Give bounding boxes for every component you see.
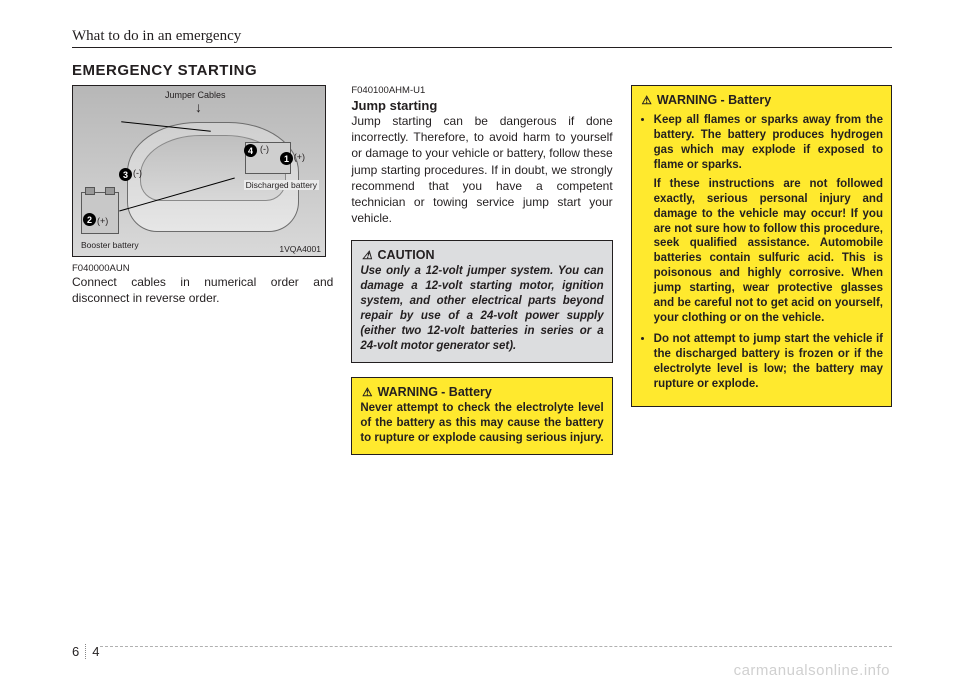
footer-dotted-rule [100, 646, 892, 647]
header-rule [72, 47, 892, 48]
warning-bullet-1: Keep all flames or sparks away from the … [654, 113, 883, 326]
warning-subtitle-2: - Battery [720, 93, 771, 107]
page-number: 6 4 [72, 644, 99, 659]
warning-icon: ⚠ [360, 386, 374, 401]
paragraph-code-2: F040100AHM-U1 [351, 85, 612, 96]
column-2: F040100AHM-U1 Jump starting Jump startin… [351, 85, 612, 455]
column-1: Jumper Cables ↓ 1 2 3 4 (+) (+) (-) (-) … [72, 85, 333, 455]
caution-box: ⚠ CAUTION Use only a 12-volt jumper syst… [351, 240, 612, 363]
step-badge-2: 2 [83, 213, 96, 226]
booster-label: Booster battery [81, 240, 139, 250]
vehicle-hood [127, 122, 299, 232]
polarity-3: (-) [133, 168, 142, 178]
subhead-jump-starting: Jump starting [351, 98, 612, 113]
warning-bullet-1a: Keep all flames or sparks away from the … [654, 114, 883, 171]
polarity-2: (+) [97, 216, 108, 226]
section-title: EMERGENCY STARTING [72, 62, 892, 79]
step-badge-3: 3 [119, 168, 132, 181]
warning-title-2: WARNING [657, 93, 717, 107]
page-number-page: 4 [85, 644, 99, 659]
caution-text: Use only a 12-volt jumper system. You ca… [360, 264, 603, 354]
warning-subtitle-1: - Battery [441, 385, 492, 399]
paragraph-1: Connect cables in numerical order and di… [72, 274, 333, 306]
warning-title-1: WARNING [378, 385, 438, 399]
discharged-label: Discharged battery [244, 180, 319, 190]
page-number-section: 6 [72, 644, 79, 659]
warning-box-large: ⚠ WARNING - Battery Keep all flames or s… [631, 85, 892, 407]
warning-bullet-1b: If these instructions are not followed e… [654, 177, 883, 326]
warning-bullet-2: Do not attempt to jump start the vehicle… [654, 332, 883, 392]
step-badge-1: 1 [280, 152, 293, 165]
paragraph-code-1: F040000AUN [72, 263, 333, 274]
figure-code: 1VQA4001 [279, 244, 321, 254]
caution-title: CAUTION [378, 248, 435, 262]
polarity-4: (-) [260, 144, 269, 154]
paragraph-2: Jump starting can be dangerous if done i… [351, 113, 612, 226]
warning-text-1: Never attempt to check the electrolyte l… [360, 401, 603, 446]
warning-box-small: ⚠ WARNING - Battery Never attempt to che… [351, 377, 612, 455]
caution-icon: ⚠ [360, 249, 374, 264]
watermark: carmanualsonline.info [734, 662, 890, 679]
polarity-1: (+) [294, 152, 305, 162]
step-badge-4: 4 [244, 144, 257, 157]
column-3: ⚠ WARNING - Battery Keep all flames or s… [631, 85, 892, 455]
warning-icon-2: ⚠ [640, 94, 654, 109]
arrow-down-icon: ↓ [195, 102, 202, 112]
content-columns: Jumper Cables ↓ 1 2 3 4 (+) (+) (-) (-) … [72, 85, 892, 455]
running-head: What to do in an emergency [72, 28, 892, 47]
jump-start-figure: Jumper Cables ↓ 1 2 3 4 (+) (+) (-) (-) … [72, 85, 326, 257]
